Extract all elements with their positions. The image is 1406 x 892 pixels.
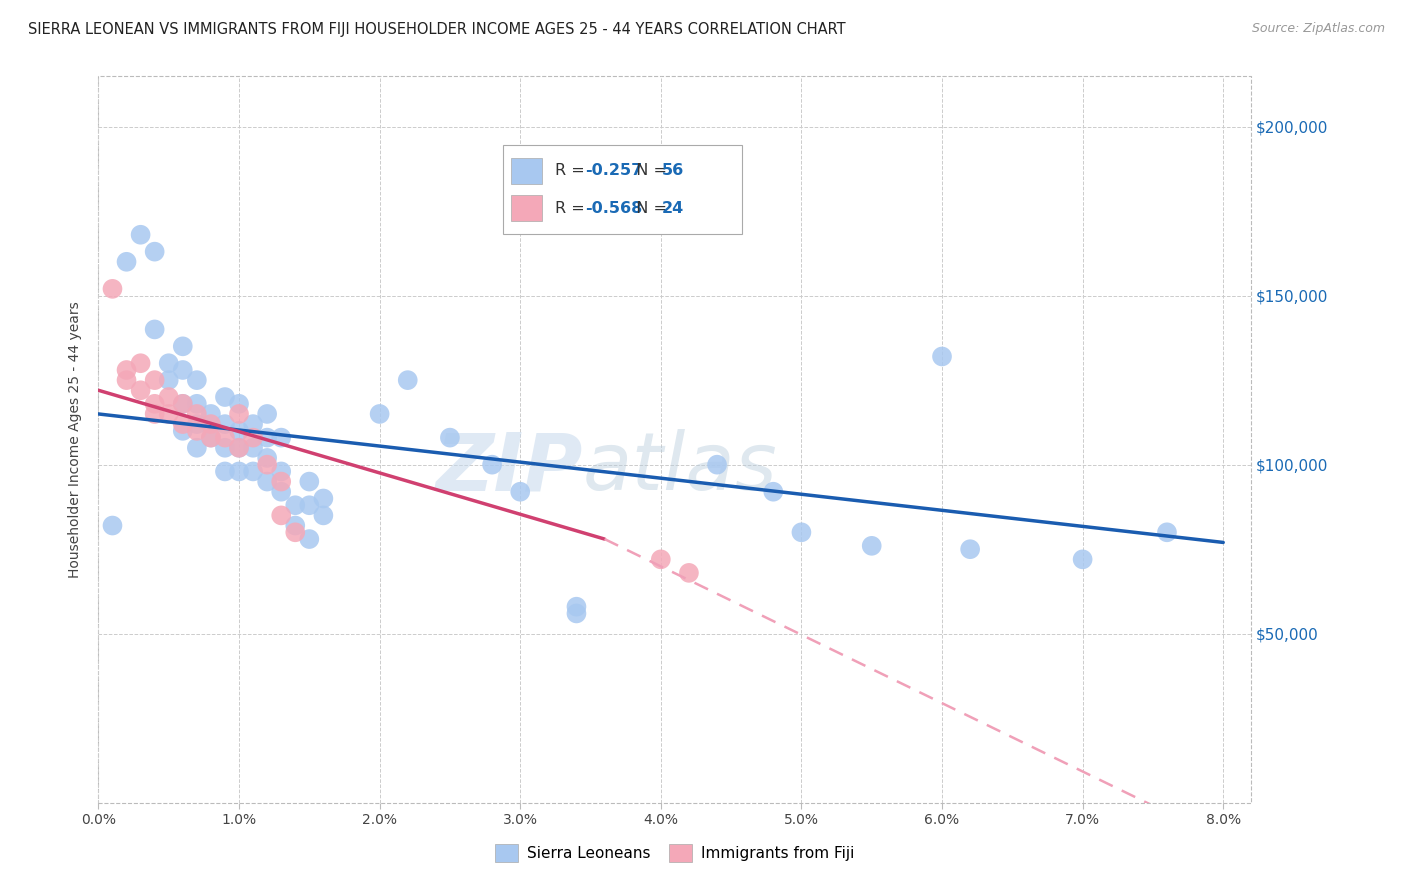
Text: 24: 24 <box>662 201 683 216</box>
Point <box>200 431 222 445</box>
Point <box>1156 525 1178 540</box>
Text: Source: ZipAtlas.com: Source: ZipAtlas.com <box>1251 22 1385 36</box>
Point <box>143 373 166 387</box>
Point <box>270 465 292 479</box>
Point <box>228 407 250 421</box>
Point <box>214 431 236 445</box>
Point <box>186 424 208 438</box>
Point <box>115 373 138 387</box>
Point <box>298 475 321 489</box>
Point <box>228 441 250 455</box>
Point <box>860 539 883 553</box>
Point <box>481 458 503 472</box>
Point <box>214 417 236 431</box>
Point <box>256 458 278 472</box>
Point <box>284 518 307 533</box>
Point <box>172 417 194 431</box>
Point <box>762 484 785 499</box>
Point <box>931 350 953 364</box>
Point <box>706 458 728 472</box>
Point <box>256 407 278 421</box>
Point <box>650 552 672 566</box>
Point <box>172 339 194 353</box>
Point <box>186 397 208 411</box>
Point <box>101 282 124 296</box>
Point <box>565 599 588 614</box>
Point <box>115 363 138 377</box>
Point <box>200 431 222 445</box>
Point <box>172 363 194 377</box>
Point <box>186 373 208 387</box>
Point <box>214 441 236 455</box>
Point <box>129 356 152 370</box>
Point <box>959 542 981 557</box>
Point <box>312 508 335 523</box>
Point <box>200 417 222 431</box>
Point <box>200 407 222 421</box>
Text: N =: N = <box>626 163 672 178</box>
Text: atlas: atlas <box>582 429 778 508</box>
Point <box>256 450 278 465</box>
Point <box>284 498 307 512</box>
Point <box>186 407 208 421</box>
Point <box>157 407 180 421</box>
Point <box>214 390 236 404</box>
Point <box>1071 552 1094 566</box>
Point <box>242 417 264 431</box>
Point <box>157 373 180 387</box>
Text: -0.568: -0.568 <box>585 201 643 216</box>
Point <box>439 431 461 445</box>
Point <box>228 441 250 455</box>
Point <box>298 498 321 512</box>
Point <box>228 465 250 479</box>
Point <box>228 424 250 438</box>
Text: -0.257: -0.257 <box>585 163 643 178</box>
Y-axis label: Householder Income Ages 25 - 44 years: Householder Income Ages 25 - 44 years <box>69 301 83 578</box>
Point <box>129 384 152 398</box>
Point <box>172 397 194 411</box>
Point <box>565 607 588 621</box>
Point <box>172 424 194 438</box>
Point <box>228 397 250 411</box>
Point <box>270 508 292 523</box>
Point <box>284 525 307 540</box>
Point <box>143 407 166 421</box>
Point <box>214 465 236 479</box>
Point <box>186 417 208 431</box>
Text: ZIP: ZIP <box>436 429 582 508</box>
Point <box>115 254 138 268</box>
Text: N =: N = <box>626 201 672 216</box>
Point <box>101 518 124 533</box>
Text: R =: R = <box>555 163 591 178</box>
Point <box>186 441 208 455</box>
Point <box>143 397 166 411</box>
Point <box>256 431 278 445</box>
Point <box>270 475 292 489</box>
Point <box>678 566 700 580</box>
Point <box>396 373 419 387</box>
Point <box>790 525 813 540</box>
Point <box>509 484 531 499</box>
Point <box>143 244 166 259</box>
Point <box>242 431 264 445</box>
Point <box>129 227 152 242</box>
Text: R =: R = <box>555 201 591 216</box>
Point <box>368 407 391 421</box>
Point <box>270 484 292 499</box>
Text: SIERRA LEONEAN VS IMMIGRANTS FROM FIJI HOUSEHOLDER INCOME AGES 25 - 44 YEARS COR: SIERRA LEONEAN VS IMMIGRANTS FROM FIJI H… <box>28 22 846 37</box>
Point <box>242 465 264 479</box>
Point <box>312 491 335 506</box>
Point <box>157 356 180 370</box>
Legend: Sierra Leoneans, Immigrants from Fiji: Sierra Leoneans, Immigrants from Fiji <box>489 838 860 868</box>
Point <box>256 475 278 489</box>
Text: 56: 56 <box>662 163 683 178</box>
Point <box>143 322 166 336</box>
Point <box>172 397 194 411</box>
Point <box>298 532 321 546</box>
Point <box>242 441 264 455</box>
Point <box>157 390 180 404</box>
Point <box>270 431 292 445</box>
